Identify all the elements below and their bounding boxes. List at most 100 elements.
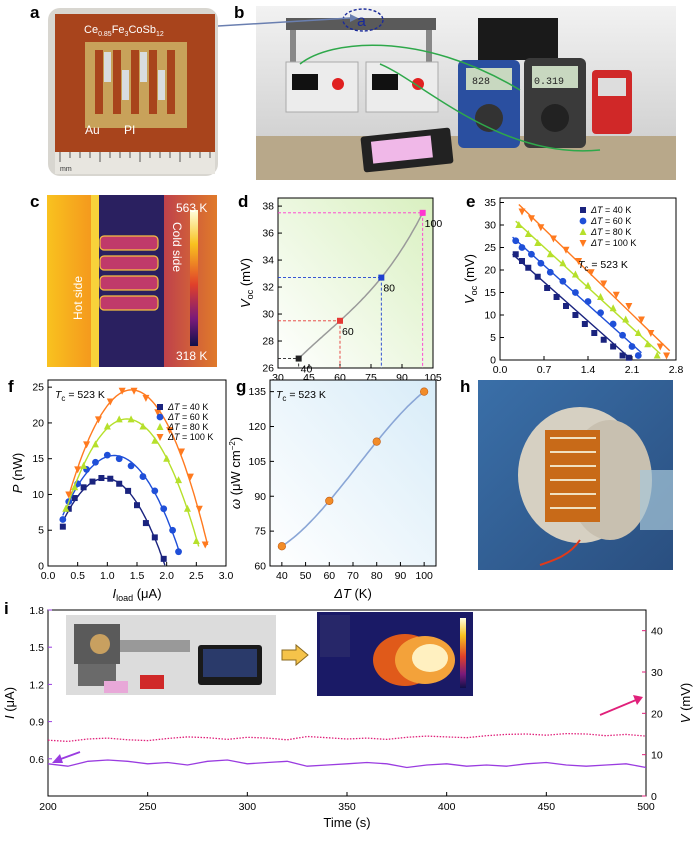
chart-f-legend-marker <box>156 423 164 430</box>
chart-e-point <box>644 340 652 348</box>
chart-e-point <box>518 244 526 251</box>
chart-f-legend-entry: ΔT = 40 K <box>167 402 208 412</box>
chart-f-xtick-label: 1.0 <box>100 570 115 582</box>
chart-f-point <box>130 387 138 395</box>
chart-f-point <box>169 526 177 534</box>
chart-e-point <box>591 330 598 336</box>
chart-f-point <box>160 505 168 513</box>
chart-e-legend-marker <box>580 207 586 213</box>
photo-c-hot-label: Hot side <box>71 276 85 320</box>
chart-e-point <box>634 352 642 359</box>
photo-b-meter1-reading: 828 <box>472 77 490 88</box>
chart-e-point <box>625 303 633 310</box>
chart-f-annotation: Tc = 523 K <box>55 389 105 403</box>
chart-d-xtick-label: 75 <box>365 372 377 384</box>
chart-e-xtick-label: 2.8 <box>669 364 684 376</box>
panel-label-b: b <box>234 3 244 22</box>
chart-f-point <box>151 534 158 541</box>
chart-e-point <box>546 268 554 276</box>
chart-g-xtick-label: 70 <box>347 570 359 582</box>
chart-i-ytick-left-label: 0.6 <box>29 754 44 766</box>
chart-f-ytick-label: 15 <box>32 453 44 465</box>
chart-g-point <box>325 496 334 506</box>
chart-g-xtick-label: 40 <box>276 570 288 582</box>
chart-f-ytick-label: 5 <box>38 525 44 537</box>
chart-d-ytick-label: 30 <box>262 309 274 321</box>
chart-e-point <box>571 270 579 278</box>
chart-e-point <box>527 215 535 223</box>
panel-a-photo: mm Ce0.85Fe3CoSb12 Au PI <box>48 8 218 176</box>
chart-f-point <box>92 458 99 466</box>
chart-f-point <box>183 504 191 512</box>
chart-f-title-label: f <box>8 377 14 396</box>
chart-e-point <box>609 304 617 312</box>
photo-c-tmin: 318 K <box>176 349 207 363</box>
chart-f-point <box>59 523 66 530</box>
chart-e-point <box>515 221 523 228</box>
chart-f-point <box>139 473 147 480</box>
photo-a-formula: Ce0.85Fe3CoSb12 <box>84 24 164 38</box>
chart-e-point <box>656 343 664 351</box>
chart-f-point <box>142 520 149 527</box>
chart-i-title-label: i <box>4 599 9 618</box>
chart-f-legend-marker <box>157 404 163 410</box>
chart-i-ylabel-right: V (mV) <box>678 683 693 723</box>
chart-e-ytick-label: 25 <box>484 242 496 254</box>
chart-e-point <box>609 320 617 328</box>
chart-e-legend-marker <box>579 228 587 235</box>
chart-f-point <box>160 555 167 562</box>
chart-f-point <box>71 483 79 491</box>
chart-g-ytick-label: 90 <box>254 491 266 503</box>
chart-f-ytick-label: 25 <box>32 382 44 394</box>
chart-i-xtick-label: 250 <box>139 801 157 813</box>
chart-e-point <box>563 303 569 309</box>
chart-f-fit-curve <box>62 477 166 566</box>
photo-a-mm-label: mm <box>60 166 72 173</box>
chart-e: e 0.0 0.7 1.4 2.1 2.8 0 5 10 15 20 25 30 35 ΔT = 40 K… <box>462 192 683 397</box>
chart-f-point <box>186 473 194 481</box>
chart-g-ytick-label: 75 <box>254 526 266 538</box>
panel-b-photo: a 828 0.319 <box>256 6 676 180</box>
chart-f: f 0.0 0.5 1.0 1.5 2.0 2.5 3.0 0 5 10 15 20 25 ΔT = 40… <box>8 377 233 603</box>
chart-f-point <box>91 440 99 448</box>
chart-e-legend-marker <box>579 240 587 247</box>
chart-e-point <box>597 293 605 300</box>
inset-thermal-photo <box>317 612 473 696</box>
chart-f-point <box>98 475 105 482</box>
chart-f-point <box>134 502 140 509</box>
chart-e-point <box>663 352 671 360</box>
chart-d: d 304560759010526283032343638406080100ΔT… <box>238 192 442 403</box>
chart-e-point <box>544 285 551 291</box>
inset-arrow <box>281 643 309 667</box>
chart-d-xtick-label: 45 <box>303 372 315 384</box>
chart-e-annotation: Tc = 523 K <box>578 259 628 273</box>
inset-furnace-photo <box>66 615 276 695</box>
chart-e-point <box>524 230 532 237</box>
chart-i-ytick-right-label: 0 <box>651 791 657 803</box>
chart-e-point <box>622 315 630 323</box>
chart-i-xtick-label: 500 <box>637 801 655 813</box>
chart-f-xtick-label: 3.0 <box>219 570 234 582</box>
chart-i-ytick-left-label: 1.5 <box>29 642 44 654</box>
chart-f-point <box>107 475 114 482</box>
chart-f-point <box>106 398 114 406</box>
chart-g-ytick-label: 60 <box>254 561 266 573</box>
chart-f-point <box>71 495 78 502</box>
chart-d-point-label: 80 <box>383 283 395 295</box>
chart-i-xtick-label: 300 <box>239 801 257 813</box>
chart-f-legend-marker <box>156 434 164 441</box>
chart-d-point-label: 40 <box>301 364 313 376</box>
chart-e-point <box>559 259 567 267</box>
chart-d-ytick-label: 32 <box>262 282 274 294</box>
chart-e-point <box>600 336 607 343</box>
chart-e-point <box>612 291 620 299</box>
chart-i-ytick-right-label: 20 <box>651 708 663 720</box>
chart-g-ytick-label: 105 <box>248 456 266 468</box>
chart-i-xtick-label: 350 <box>338 801 356 813</box>
chart-f-point <box>103 451 111 459</box>
chart-g-xtick-label: 100 <box>415 570 433 582</box>
chart-f-point <box>166 427 174 435</box>
chart-e-ytick-label: 0 <box>490 355 496 367</box>
chart-e-point <box>546 250 554 258</box>
chart-e-ytick-label: 10 <box>484 310 496 322</box>
